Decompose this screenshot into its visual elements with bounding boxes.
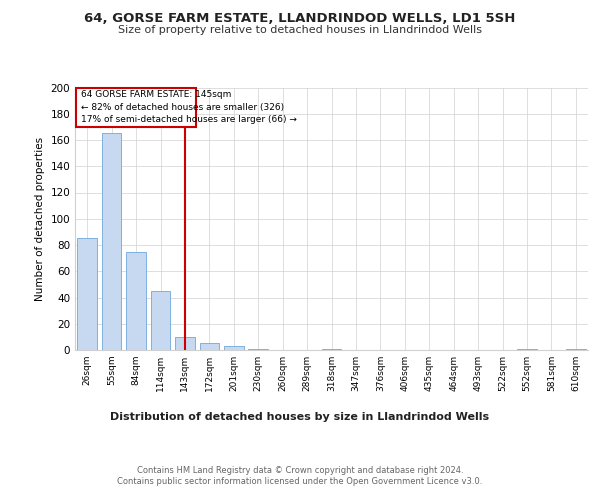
Text: Contains HM Land Registry data © Crown copyright and database right 2024.: Contains HM Land Registry data © Crown c… — [137, 466, 463, 475]
Text: ← 82% of detached houses are smaller (326): ← 82% of detached houses are smaller (32… — [81, 102, 284, 112]
Text: 17% of semi-detached houses are larger (66) →: 17% of semi-detached houses are larger (… — [81, 115, 297, 124]
Bar — [127, 252, 146, 350]
Text: 64, GORSE FARM ESTATE, LLANDRINDOD WELLS, LD1 5SH: 64, GORSE FARM ESTATE, LLANDRINDOD WELLS… — [85, 12, 515, 26]
Bar — [151, 291, 170, 350]
Text: Size of property relative to detached houses in Llandrindod Wells: Size of property relative to detached ho… — [118, 25, 482, 35]
Text: 64 GORSE FARM ESTATE: 145sqm: 64 GORSE FARM ESTATE: 145sqm — [81, 90, 232, 99]
Y-axis label: Number of detached properties: Number of detached properties — [35, 136, 45, 301]
Bar — [322, 348, 341, 350]
Bar — [200, 344, 219, 350]
Bar — [102, 134, 121, 350]
Bar — [175, 337, 194, 350]
Bar — [248, 348, 268, 350]
Text: Contains public sector information licensed under the Open Government Licence v3: Contains public sector information licen… — [118, 477, 482, 486]
FancyBboxPatch shape — [76, 88, 196, 127]
Bar — [77, 238, 97, 350]
Bar — [517, 348, 537, 350]
Bar — [566, 348, 586, 350]
Bar — [224, 346, 244, 350]
Text: Distribution of detached houses by size in Llandrindod Wells: Distribution of detached houses by size … — [110, 412, 490, 422]
